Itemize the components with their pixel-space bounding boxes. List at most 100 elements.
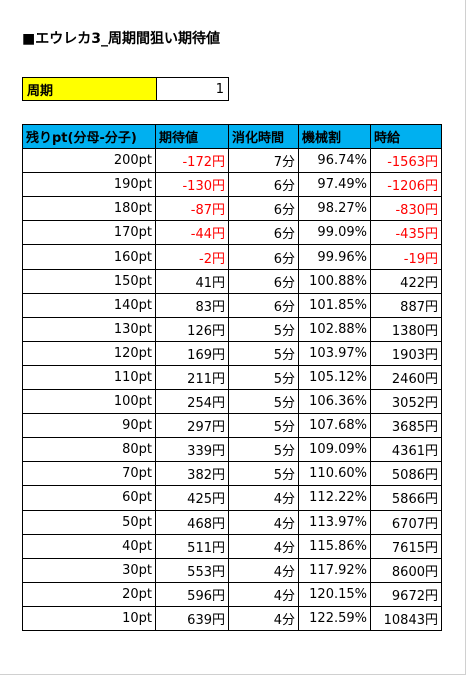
table-cell: 5分 [228, 413, 299, 439]
table-cell: 110pt [22, 364, 156, 391]
table-cell: 468円 [155, 509, 229, 535]
table-cell: 122.59% [298, 605, 371, 631]
table-cell: 8600円 [370, 557, 442, 583]
table-row: 100pt 254円 5分 106.36% 3052円 [22, 389, 442, 415]
table-row: 180pt -87円 6分 98.27% -830円 [22, 196, 442, 222]
table-cell: 110.60% [298, 461, 371, 487]
table-cell: 109.09% [298, 437, 371, 463]
column-header: 機械割 [298, 123, 371, 150]
table-row: 170pt -44円 6分 99.09% -435円 [22, 220, 442, 246]
table-cell: 254円 [155, 389, 229, 415]
table-cell: 20pt [22, 581, 156, 607]
table-cell: -435円 [370, 220, 442, 246]
table-cell: 117.92% [298, 557, 371, 583]
table-cell: 639円 [155, 605, 229, 631]
table-cell: 30pt [22, 557, 156, 583]
table-cell: 126円 [155, 316, 229, 342]
table-cell: 5分 [228, 437, 299, 463]
ev-table: 残りpt(分母-分子) 期待値 消化時間 機械割 時給 200pt -172円 7分 96.7… [22, 123, 442, 631]
table-cell: 70pt [22, 461, 156, 487]
table-cell: 6分 [228, 244, 299, 270]
table-cell: 10843円 [370, 605, 442, 631]
table-cell: 5分 [228, 364, 299, 391]
table-cell: -130円 [155, 172, 229, 198]
table-cell: 5866円 [370, 485, 442, 511]
table-row: 160pt -2円 6分 99.96% -19円 [22, 244, 442, 270]
table-row: 140pt 83円 6分 101.85% 887円 [22, 292, 442, 318]
table-cell: 422円 [370, 268, 442, 294]
table-cell: 160pt [22, 244, 156, 270]
table-cell: 60pt [22, 485, 156, 511]
table-cell: 1380円 [370, 316, 442, 342]
table-cell: 99.09% [298, 220, 371, 246]
column-header: 消化時間 [228, 123, 299, 150]
table-cell: 4分 [228, 533, 299, 559]
table-cell: 4分 [228, 485, 299, 511]
table-cell: 4分 [228, 605, 299, 631]
table-cell: 150pt [22, 268, 156, 294]
header-row: 残りpt(分母-分子) 期待値 消化時間 機械割 時給 [22, 123, 442, 150]
table-cell: 3052円 [370, 389, 442, 415]
table-cell: 115.86% [298, 533, 371, 559]
table-cell: -830円 [370, 196, 442, 222]
table-cell: 1903円 [370, 340, 442, 366]
column-header: 残りpt(分母-分子) [22, 123, 156, 150]
column-header: 時給 [370, 123, 442, 150]
table-row: 80pt 339円 5分 109.09% 4361円 [22, 437, 442, 463]
table-cell: 105.12% [298, 364, 371, 391]
table-cell: -87円 [155, 196, 229, 222]
table-cell: 190pt [22, 172, 156, 198]
table-body: 200pt -172円 7分 96.74% -1563円 190pt -130円 6分 97.4… [22, 148, 442, 631]
table-cell: 41円 [155, 268, 229, 294]
table-row: 10pt 639円 4分 122.59% 10843円 [22, 605, 442, 631]
table-row: 30pt 553円 4分 117.92% 8600円 [22, 557, 442, 583]
table-cell: 169円 [155, 340, 229, 366]
table-cell: 170pt [22, 220, 156, 246]
table-cell: 107.68% [298, 413, 371, 439]
table-cell: 6分 [228, 268, 299, 294]
table-cell: 100pt [22, 389, 156, 415]
table-cell: 6707円 [370, 509, 442, 535]
table-cell: 887円 [370, 292, 442, 318]
table-cell: -2円 [155, 244, 229, 270]
table-cell: 90pt [22, 413, 156, 439]
table-cell: 6分 [228, 196, 299, 222]
table-cell: 50pt [22, 509, 156, 535]
table-row: 60pt 425円 4分 112.22% 5866円 [22, 485, 442, 511]
table-cell: 425円 [155, 485, 229, 511]
table-cell: 5分 [228, 389, 299, 415]
table-cell: -172円 [155, 148, 229, 174]
table-cell: 4分 [228, 557, 299, 583]
table-row: 120pt 169円 5分 103.97% 1903円 [22, 340, 442, 366]
table-cell: 511円 [155, 533, 229, 559]
table-row: 150pt 41円 6分 100.88% 422円 [22, 268, 442, 294]
table-cell: 140pt [22, 292, 156, 318]
table-cell: 596円 [155, 581, 229, 607]
table-cell: 100.88% [298, 268, 371, 294]
table-cell: 5086円 [370, 461, 442, 487]
period-row: 周期 1 [22, 77, 229, 101]
table-cell: 120.15% [298, 581, 371, 607]
table-cell: 10pt [22, 605, 156, 631]
table-cell: 6分 [228, 220, 299, 246]
table-cell: 40pt [22, 533, 156, 559]
table-cell: 103.97% [298, 340, 371, 366]
table-row: 190pt -130円 6分 97.49% -1206円 [22, 172, 442, 198]
table-cell: 4分 [228, 509, 299, 535]
table-cell: 6分 [228, 172, 299, 198]
table-cell: 5分 [228, 340, 299, 366]
table-cell: 112.22% [298, 485, 371, 511]
table-cell: 200pt [22, 148, 156, 174]
title: ■エウレカ3_周期間狙い期待値 [22, 31, 220, 47]
table-row: 110pt 211円 5分 105.12% 2460円 [22, 364, 442, 391]
table-cell: 80pt [22, 437, 156, 463]
table-cell: 211円 [155, 364, 229, 391]
table-cell: 553円 [155, 557, 229, 583]
table-cell: 5分 [228, 461, 299, 487]
table-cell: 382円 [155, 461, 229, 487]
table-cell: -19円 [370, 244, 442, 270]
table-cell: 5分 [228, 316, 299, 342]
table-cell: 101.85% [298, 292, 371, 318]
table-row: 50pt 468円 4分 113.97% 6707円 [22, 509, 442, 535]
